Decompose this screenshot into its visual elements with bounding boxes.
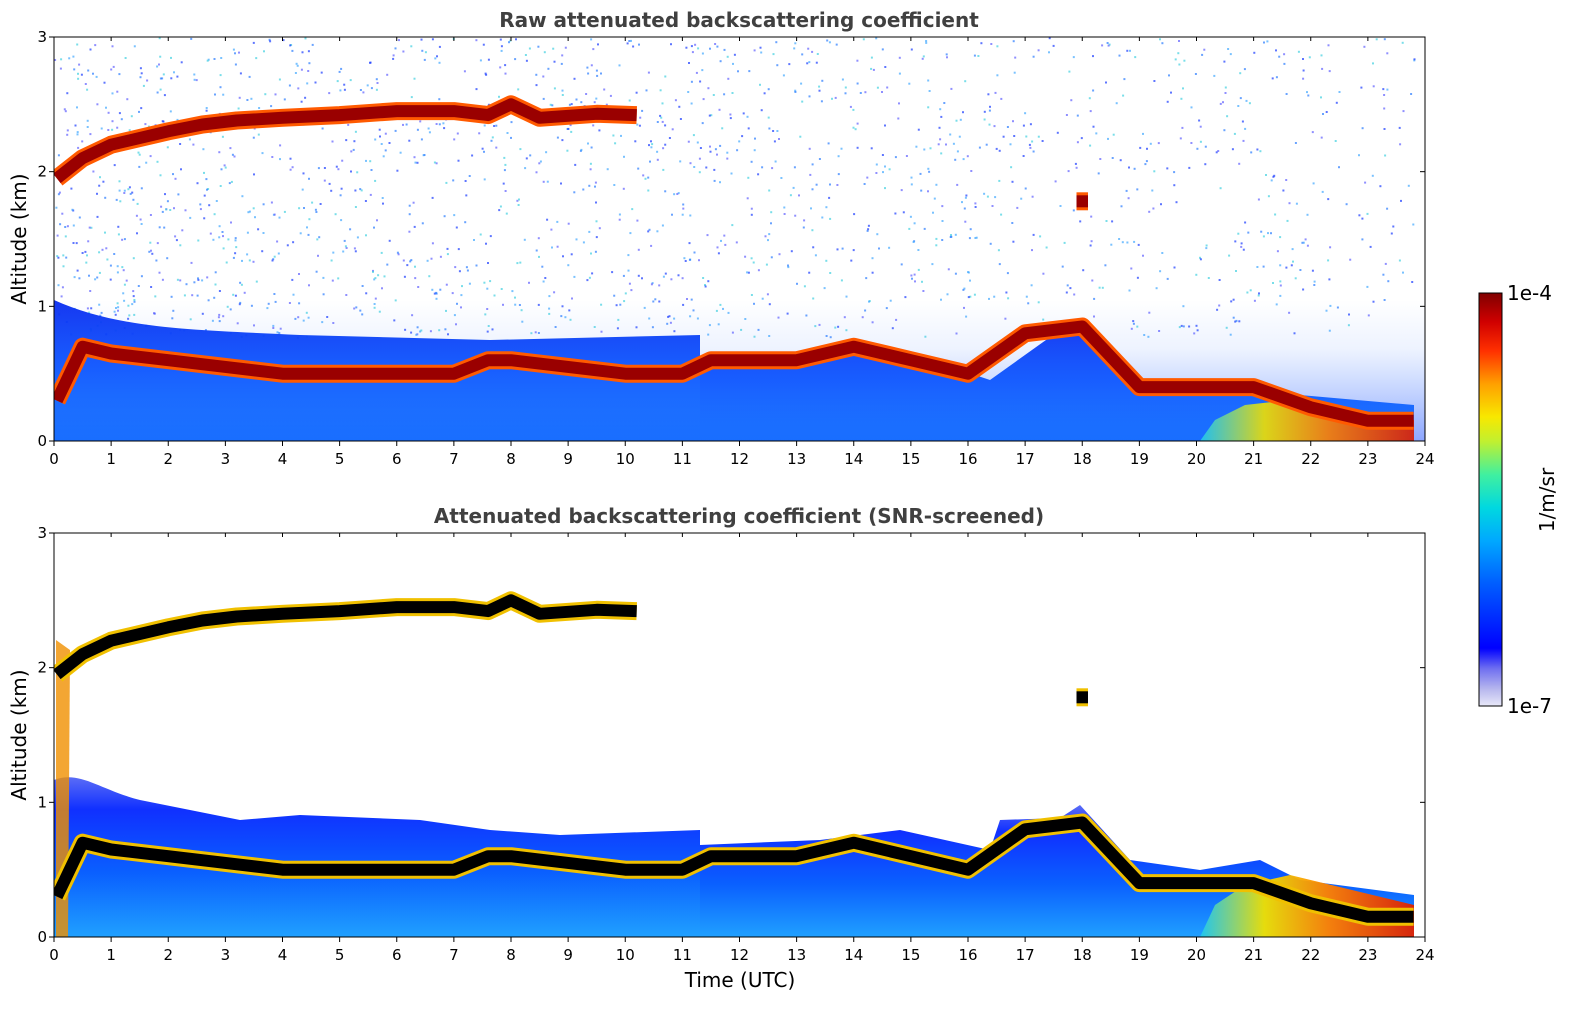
panel-title-screened: Attenuated backscattering coefficient (S…	[434, 504, 1044, 528]
layer-traces-raw	[54, 95, 1414, 430]
y-tick-label: 0	[37, 432, 47, 450]
aerosol-layer-screened	[54, 777, 700, 937]
y-axis-label-raw: Altitude (km)	[7, 173, 31, 304]
colorbar-min-label: 1e-7	[1507, 694, 1552, 718]
boundary_layer_top	[54, 320, 1414, 427]
x-tick-label: 11	[673, 946, 692, 964]
x-tick-label: 22	[1301, 946, 1320, 964]
x-tick-label: 6	[392, 946, 402, 964]
x-tick-label: 17	[1016, 450, 1035, 468]
boundary_layer_top	[54, 816, 1414, 923]
x-tick-label: 15	[901, 946, 920, 964]
x-tick-label: 2	[163, 450, 173, 468]
y-tick-label: 3	[37, 524, 47, 542]
panel-title-raw: Raw attenuated backscattering coefficien…	[499, 8, 979, 32]
y-tick-label: 2	[37, 659, 47, 677]
x-tick-label: 4	[278, 450, 288, 468]
x-axis-ticks-screened: 0 1 2 3 4 5 6 7 8 9 10 11 12 13 14 15 16 17 18 19 20 21 22 23 24	[49, 533, 1435, 964]
heatmap-raw	[54, 37, 1425, 441]
colorbar-unit-label: 1/m/sr	[1535, 467, 1559, 532]
panel-screened: Attenuated backscattering coefficient (S…	[7, 504, 1435, 992]
x-tick-label: 13	[787, 450, 806, 468]
y-tick-label: 3	[37, 28, 47, 46]
x-tick-label: 1	[106, 450, 116, 468]
x-tick-label: 3	[221, 946, 231, 964]
x-tick-label: 0	[49, 946, 59, 964]
x-tick-label: 16	[958, 450, 977, 468]
x-tick-label: 24	[1415, 946, 1434, 964]
x-tick-label: 14	[844, 946, 863, 964]
warm-aerosol-evening	[1200, 400, 1414, 441]
x-tick-label: 24	[1415, 450, 1434, 468]
x-tick-label: 19	[1130, 450, 1149, 468]
colorbar-gradient	[1478, 292, 1503, 707]
x-tick-label: 10	[616, 946, 635, 964]
x-tick-label: 2	[163, 946, 173, 964]
x-tick-label: 20	[1187, 450, 1206, 468]
x-tick-label: 19	[1130, 946, 1149, 964]
x-tick-label: 1	[106, 946, 116, 964]
heatmap-screened	[54, 533, 1425, 937]
colorbar-max-label: 1e-4	[1507, 281, 1552, 305]
x-tick-label: 21	[1244, 450, 1263, 468]
x-tick-label: 10	[616, 450, 635, 468]
x-tick-label: 22	[1301, 450, 1320, 468]
x-tick-label: 7	[449, 946, 459, 964]
x-tick-label: 17	[1016, 946, 1035, 964]
x-tick-label: 21	[1244, 946, 1263, 964]
colorbar: 1e-4 1e-7 1/m/sr	[1478, 281, 1559, 718]
x-tick-label: 5	[335, 946, 345, 964]
x-tick-label: 11	[673, 450, 692, 468]
x-tick-label: 18	[1073, 946, 1092, 964]
panel-raw: Raw attenuated backscattering coefficien…	[7, 8, 1435, 468]
x-tick-label: 18	[1073, 450, 1092, 468]
y-tick-label: 2	[37, 163, 47, 181]
x-tick-label: 12	[730, 946, 749, 964]
x-tick-label: 9	[563, 946, 573, 964]
x-axis-ticks-raw: 0 1 2 3 4 5 6 7 8 9 10 11 12 13 14 15 16 17 18 19 20 21 22 23 24	[49, 37, 1435, 468]
y-axis-label-screened: Altitude (km)	[7, 669, 31, 800]
x-tick-label: 23	[1358, 946, 1377, 964]
cloud_layer	[54, 98, 637, 184]
cloud_layer	[54, 594, 637, 680]
x-tick-label: 8	[506, 450, 516, 468]
x-tick-label: 7	[449, 450, 459, 468]
y-tick-label: 1	[37, 793, 47, 811]
x-tick-label: 8	[506, 946, 516, 964]
x-tick-label: 23	[1358, 450, 1377, 468]
x-axis-label: Time (UTC)	[684, 968, 796, 992]
x-tick-label: 15	[901, 450, 920, 468]
y-axis-ticks-screened: 0 1 2 3	[37, 524, 1425, 946]
x-tick-label: 13	[787, 946, 806, 964]
x-tick-label: 3	[221, 450, 231, 468]
x-tick-label: 0	[49, 450, 59, 468]
x-tick-label: 5	[335, 450, 345, 468]
noise-speckle	[54, 37, 1416, 339]
x-tick-label: 4	[278, 946, 288, 964]
x-tick-label: 9	[563, 450, 573, 468]
y-tick-label: 0	[37, 928, 47, 946]
y-axis-ticks-raw: 0 1 2 3	[37, 28, 1425, 450]
x-tick-label: 16	[958, 946, 977, 964]
x-tick-label: 12	[730, 450, 749, 468]
x-tick-label: 20	[1187, 946, 1206, 964]
y-tick-label: 1	[37, 297, 47, 315]
layer-traces-screened	[54, 591, 1414, 926]
x-tick-label: 14	[844, 450, 863, 468]
x-tick-label: 6	[392, 450, 402, 468]
